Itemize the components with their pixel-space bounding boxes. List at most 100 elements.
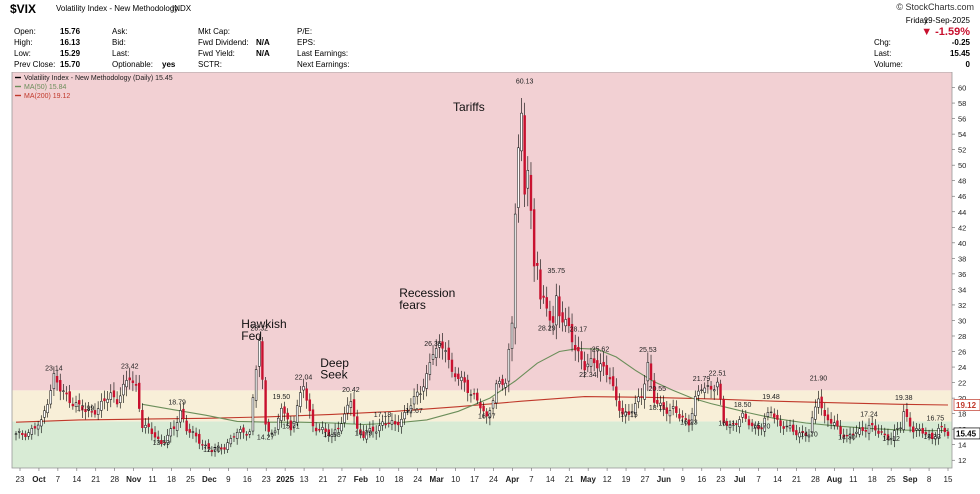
legend-entry: Volatility Index - New Methodology (Dail… bbox=[24, 75, 173, 82]
candle-body bbox=[719, 383, 722, 400]
candle-body bbox=[368, 428, 372, 433]
candle-body bbox=[709, 385, 713, 390]
candle-body bbox=[220, 447, 223, 450]
candle-body bbox=[627, 411, 631, 415]
candle-body bbox=[419, 393, 422, 395]
quote-label: Open: bbox=[14, 27, 36, 36]
candle-body bbox=[829, 418, 833, 424]
candle-body bbox=[356, 416, 359, 429]
candle-body bbox=[810, 417, 814, 434]
candle-body bbox=[416, 391, 419, 397]
y-tick-label: 50 bbox=[958, 161, 966, 170]
candle-body bbox=[406, 410, 409, 412]
quote-label: Volume: bbox=[874, 60, 903, 69]
candle-body bbox=[529, 174, 533, 211]
candle-body bbox=[340, 423, 343, 432]
candle-body bbox=[924, 432, 928, 435]
y-tick-label: 36 bbox=[958, 270, 966, 279]
candle-body bbox=[649, 363, 653, 381]
candle-body bbox=[773, 413, 776, 418]
x-tick-label: Mar bbox=[430, 475, 444, 484]
candle-body bbox=[491, 400, 495, 409]
candle-body bbox=[864, 430, 868, 432]
candle-body bbox=[359, 429, 362, 434]
candle-body bbox=[589, 358, 593, 367]
candle-body bbox=[558, 296, 561, 317]
y-tick-label: 54 bbox=[958, 130, 966, 139]
candle-body bbox=[523, 115, 526, 195]
price-label: 25.53 bbox=[639, 347, 657, 354]
candle-body bbox=[548, 311, 552, 321]
zone-band bbox=[12, 421, 952, 468]
candle-body bbox=[378, 425, 381, 432]
y-tick-label: 48 bbox=[958, 177, 966, 186]
candle-body bbox=[671, 406, 675, 409]
candle-body bbox=[425, 373, 428, 389]
price-label: 14.30 bbox=[838, 434, 856, 441]
quote-label: Last Earnings: bbox=[297, 49, 349, 58]
candle-body bbox=[327, 429, 330, 436]
candle-body bbox=[330, 434, 334, 437]
candle-body bbox=[592, 358, 596, 364]
candle-body bbox=[213, 447, 217, 452]
annotation-text: Deep bbox=[320, 356, 349, 370]
price-label: 19.48 bbox=[762, 394, 780, 401]
candle-body bbox=[630, 411, 634, 414]
price-label: 15.70 bbox=[753, 424, 771, 431]
candle-body bbox=[280, 408, 283, 421]
exchange: INDX bbox=[172, 4, 192, 13]
x-tick-label: 23 bbox=[716, 475, 725, 484]
quote-day: Friday bbox=[905, 16, 928, 25]
candle-body bbox=[292, 421, 296, 429]
candle-body bbox=[119, 395, 122, 404]
candle-body bbox=[337, 427, 340, 430]
candle-body bbox=[349, 401, 353, 408]
candle-body bbox=[210, 449, 214, 453]
candle-body bbox=[172, 426, 176, 429]
candle-body bbox=[185, 420, 188, 432]
candle-body bbox=[431, 354, 435, 360]
price-label: 60.13 bbox=[516, 79, 534, 86]
symbol: $VIX bbox=[10, 2, 37, 16]
zone-band bbox=[12, 72, 952, 391]
candle-body bbox=[706, 385, 710, 387]
candle-body bbox=[716, 381, 719, 388]
candle-body bbox=[390, 420, 394, 425]
candle-body bbox=[444, 350, 447, 352]
candle-body bbox=[804, 432, 808, 436]
candle-body bbox=[940, 425, 943, 428]
x-tick-label: 27 bbox=[338, 475, 347, 484]
price-label: 19.38 bbox=[895, 395, 913, 402]
x-tick-label: 14 bbox=[72, 475, 81, 484]
quote-date: 19-Sep-2025 bbox=[923, 16, 970, 25]
price-label: 25.62 bbox=[592, 346, 610, 353]
candle-body bbox=[507, 349, 511, 382]
candle-body bbox=[551, 316, 555, 323]
candle-body bbox=[450, 359, 454, 372]
candle-body bbox=[434, 348, 438, 358]
candle-body bbox=[757, 424, 760, 430]
price-label: 17.67 bbox=[405, 408, 423, 415]
candle-body bbox=[87, 408, 90, 411]
candle-body bbox=[896, 428, 899, 430]
candle-body bbox=[637, 396, 640, 403]
candle-body bbox=[59, 380, 62, 392]
x-tick-label: Feb bbox=[354, 475, 368, 484]
price-label: 12.70 bbox=[203, 447, 221, 454]
candle-body bbox=[498, 380, 501, 384]
price-label: 14.27 bbox=[257, 435, 275, 442]
x-tick-label: Dec bbox=[202, 475, 217, 484]
candle-body bbox=[852, 433, 855, 436]
price-label: 28.29 bbox=[538, 326, 556, 333]
price-chart: 12 14 16 18 20 22 24 26 28 30 32 34 36 38 40 42 44 46 48 50… bbox=[0, 71, 980, 489]
candle-body bbox=[728, 424, 732, 429]
candle-body bbox=[472, 393, 476, 395]
x-tick-label: 18 bbox=[868, 475, 877, 484]
zone-band bbox=[12, 390, 952, 422]
candle-body bbox=[482, 405, 485, 412]
y-tick-label: 30 bbox=[958, 316, 966, 325]
price-label: 14.70 bbox=[800, 431, 818, 438]
candle-body bbox=[814, 406, 817, 420]
x-tick-label: Oct bbox=[32, 475, 46, 484]
annotation-text: Hawkish bbox=[241, 317, 286, 331]
